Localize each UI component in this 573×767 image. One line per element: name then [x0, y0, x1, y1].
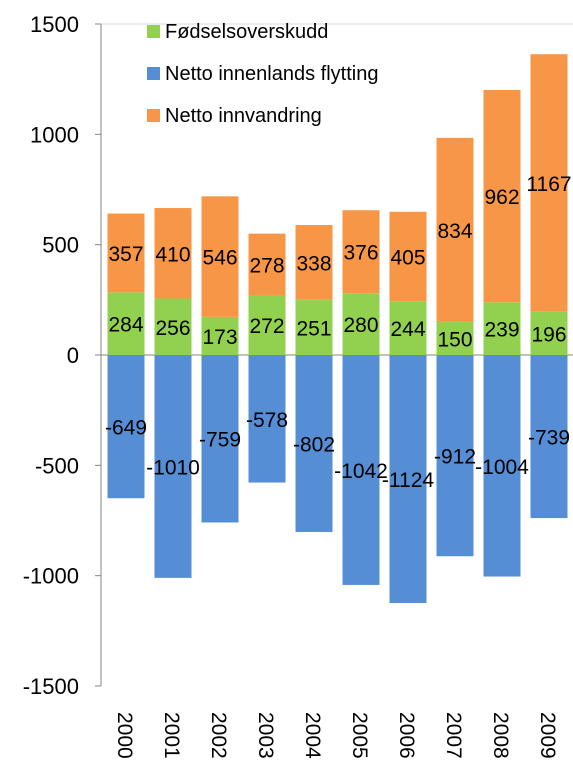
data-label: 272 — [249, 315, 284, 338]
legend-swatch — [147, 109, 160, 122]
bar-netto-innenlands-flytting-2001 — [154, 355, 192, 578]
x-tick-label: 2002 — [207, 712, 230, 759]
bar-f-dselsoverskudd-2006 — [389, 301, 427, 355]
data-label: -578 — [246, 409, 288, 432]
bar-netto-innvandring-2008 — [483, 89, 521, 303]
bar-netto-innvandring-2003 — [248, 233, 286, 295]
bar-f-dselsoverskudd-2007 — [436, 321, 474, 355]
data-label: 244 — [390, 318, 425, 341]
legend-label: Fødselsoverskudd — [165, 21, 328, 43]
data-label: 278 — [249, 254, 284, 277]
x-tick-label: 2007 — [442, 712, 465, 759]
bar-netto-innenlands-flytting-2003 — [248, 355, 286, 483]
bar-f-dselsoverskudd-2004 — [295, 299, 333, 355]
bar-netto-innenlands-flytting-2002 — [201, 355, 239, 523]
data-label: 962 — [484, 186, 519, 209]
bar-f-dselsoverskudd-2000 — [107, 292, 145, 355]
y-tick-label: 1500 — [30, 12, 79, 37]
data-label: 196 — [531, 323, 566, 346]
data-label: 256 — [155, 317, 190, 340]
bar-netto-innvandring-2009 — [530, 54, 568, 312]
x-tick-label: 2009 — [536, 712, 559, 759]
data-label: 251 — [296, 317, 331, 340]
bar-netto-innvandring-2001 — [154, 208, 192, 299]
bar-f-dselsoverskudd-2008 — [483, 302, 521, 355]
data-label: -1042 — [334, 460, 388, 483]
data-label: 239 — [484, 319, 519, 342]
x-tick-label: 2008 — [489, 712, 512, 759]
data-label: -912 — [434, 446, 476, 469]
bar-netto-innenlands-flytting-2006 — [389, 355, 427, 604]
data-label: -649 — [105, 417, 147, 440]
data-label: -739 — [528, 427, 570, 450]
bar-netto-innvandring-2006 — [389, 211, 427, 302]
data-label: 357 — [108, 243, 143, 266]
y-tick-label: 0 — [67, 343, 79, 368]
legend-label: Netto innenlands flytting — [165, 63, 378, 85]
data-label: 280 — [343, 314, 378, 337]
bar-netto-innvandring-2005 — [342, 210, 380, 294]
bar-netto-innenlands-flytting-2007 — [436, 355, 474, 557]
data-label: -1004 — [475, 456, 529, 479]
bar-netto-innvandring-2004 — [295, 225, 333, 300]
bars — [107, 54, 568, 604]
x-tick-label: 2005 — [348, 712, 371, 759]
data-label: 546 — [202, 247, 237, 270]
data-label: -1010 — [146, 456, 200, 479]
bar-netto-innvandring-2002 — [201, 196, 239, 317]
axes: -1500 -1000 -500 0 500 1000 1500 2000 2001 2002 20… — [23, 12, 573, 759]
x-tick-label: 2001 — [160, 712, 183, 759]
legend-label: Netto innvandring — [165, 105, 322, 127]
bar-netto-innenlands-flytting-2005 — [342, 355, 380, 585]
x-tick-label: 2006 — [395, 712, 418, 759]
bar-f-dselsoverskudd-2005 — [342, 293, 380, 355]
x-tick-label: 2003 — [254, 712, 277, 759]
bar-f-dselsoverskudd-2009 — [530, 311, 568, 355]
bar-netto-innvandring-2007 — [436, 137, 474, 322]
bar-f-dselsoverskudd-2002 — [201, 316, 239, 355]
x-tick-label: 2000 — [113, 712, 136, 759]
y-tick-label: -1500 — [23, 674, 79, 699]
data-label: 173 — [202, 326, 237, 349]
bar-netto-innvandring-2000 — [107, 213, 145, 293]
data-label: 1167 — [526, 173, 571, 196]
bar-netto-innenlands-flytting-2000 — [107, 355, 145, 499]
data-label: 410 — [155, 243, 190, 266]
data-label: 284 — [108, 314, 143, 337]
bar-netto-innenlands-flytting-2004 — [295, 355, 333, 532]
legend-swatch — [147, 67, 160, 80]
y-tick-label: -1000 — [23, 564, 79, 589]
bar-f-dselsoverskudd-2001 — [154, 298, 192, 355]
bar-netto-innenlands-flytting-2009 — [530, 355, 568, 519]
x-tick-label: 2004 — [301, 712, 324, 759]
data-label: -1124 — [382, 469, 434, 492]
y-tick-label: 1000 — [30, 122, 79, 147]
y-tick-label: -500 — [35, 453, 79, 478]
data-label: 150 — [437, 328, 472, 351]
data-label: 405 — [390, 246, 425, 269]
data-label: -802 — [293, 433, 335, 456]
data-label: 376 — [343, 242, 378, 265]
bar-netto-innenlands-flytting-2008 — [483, 355, 521, 577]
data-label: 338 — [296, 252, 331, 275]
data-label: 834 — [437, 220, 472, 243]
bar-f-dselsoverskudd-2003 — [248, 294, 286, 355]
legend-swatch — [147, 25, 160, 38]
data-labels: 284 256 173 272 251 280 244 150 239 196 -649 -1010 -… — [105, 173, 572, 492]
data-label: -759 — [199, 429, 241, 452]
legend: Fødselsoverskudd Netto innenlands flyttin… — [147, 21, 378, 127]
y-tick-label: 500 — [42, 233, 79, 258]
